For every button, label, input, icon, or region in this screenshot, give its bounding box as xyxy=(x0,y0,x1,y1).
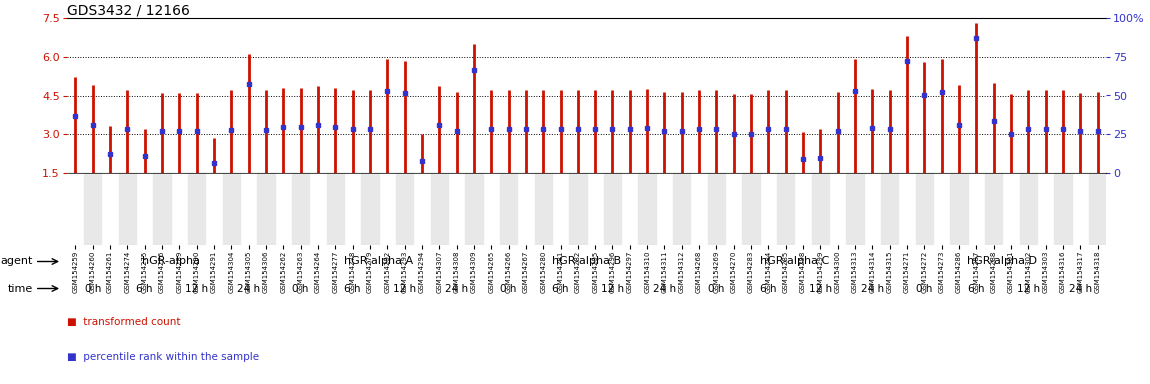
Text: 12 h: 12 h xyxy=(393,283,416,293)
Bar xyxy=(258,173,275,245)
Text: hGR-alpha D: hGR-alpha D xyxy=(967,257,1037,266)
Text: agent: agent xyxy=(0,257,33,266)
Bar xyxy=(153,173,170,245)
Text: 24 h: 24 h xyxy=(861,283,884,293)
Bar xyxy=(881,173,898,245)
Bar xyxy=(187,173,206,245)
Text: time: time xyxy=(8,283,33,293)
Text: 6 h: 6 h xyxy=(137,283,153,293)
Bar xyxy=(535,173,552,245)
Bar xyxy=(327,173,344,245)
Bar xyxy=(396,173,413,245)
Bar xyxy=(569,173,586,245)
Text: 6 h: 6 h xyxy=(760,283,776,293)
Bar xyxy=(812,173,829,245)
Text: hGR-alpha C: hGR-alpha C xyxy=(760,257,829,266)
Text: 24 h: 24 h xyxy=(1068,283,1091,293)
Bar xyxy=(466,173,483,245)
Text: 0 h: 0 h xyxy=(292,283,309,293)
Text: 24 h: 24 h xyxy=(237,283,260,293)
Bar xyxy=(430,173,447,245)
Text: 12 h: 12 h xyxy=(185,283,208,293)
Bar xyxy=(1089,173,1106,245)
Bar xyxy=(707,173,726,245)
Bar xyxy=(118,173,136,245)
Bar xyxy=(1055,173,1072,245)
Bar xyxy=(223,173,240,245)
Text: 6 h: 6 h xyxy=(552,283,569,293)
Bar xyxy=(361,173,378,245)
Bar xyxy=(1020,173,1037,245)
Text: hGR-alpha B: hGR-alpha B xyxy=(552,257,621,266)
Bar xyxy=(915,173,933,245)
Bar xyxy=(777,173,795,245)
Text: 24 h: 24 h xyxy=(445,283,468,293)
Text: hGR-alpha A: hGR-alpha A xyxy=(344,257,413,266)
Text: hGR-alpha: hGR-alpha xyxy=(141,257,200,266)
Text: 0 h: 0 h xyxy=(917,283,933,293)
Text: ■  percentile rank within the sample: ■ percentile rank within the sample xyxy=(67,352,259,362)
Bar xyxy=(604,173,621,245)
Text: 6 h: 6 h xyxy=(968,283,984,293)
Bar xyxy=(638,173,655,245)
Bar xyxy=(846,173,864,245)
Text: 24 h: 24 h xyxy=(653,283,676,293)
Bar xyxy=(673,173,690,245)
Text: 12 h: 12 h xyxy=(1017,283,1040,293)
Bar xyxy=(292,173,309,245)
Bar xyxy=(500,173,518,245)
Bar xyxy=(986,173,1003,245)
Text: 0 h: 0 h xyxy=(500,283,516,293)
Text: 12 h: 12 h xyxy=(601,283,624,293)
Text: GDS3432 / 12166: GDS3432 / 12166 xyxy=(67,3,190,18)
Bar xyxy=(84,173,101,245)
Text: ■  transformed count: ■ transformed count xyxy=(67,317,181,327)
Text: 0 h: 0 h xyxy=(708,283,724,293)
Bar xyxy=(743,173,760,245)
Text: 0 h: 0 h xyxy=(84,283,101,293)
Text: 6 h: 6 h xyxy=(344,283,361,293)
Bar xyxy=(950,173,967,245)
Text: 12 h: 12 h xyxy=(808,283,831,293)
